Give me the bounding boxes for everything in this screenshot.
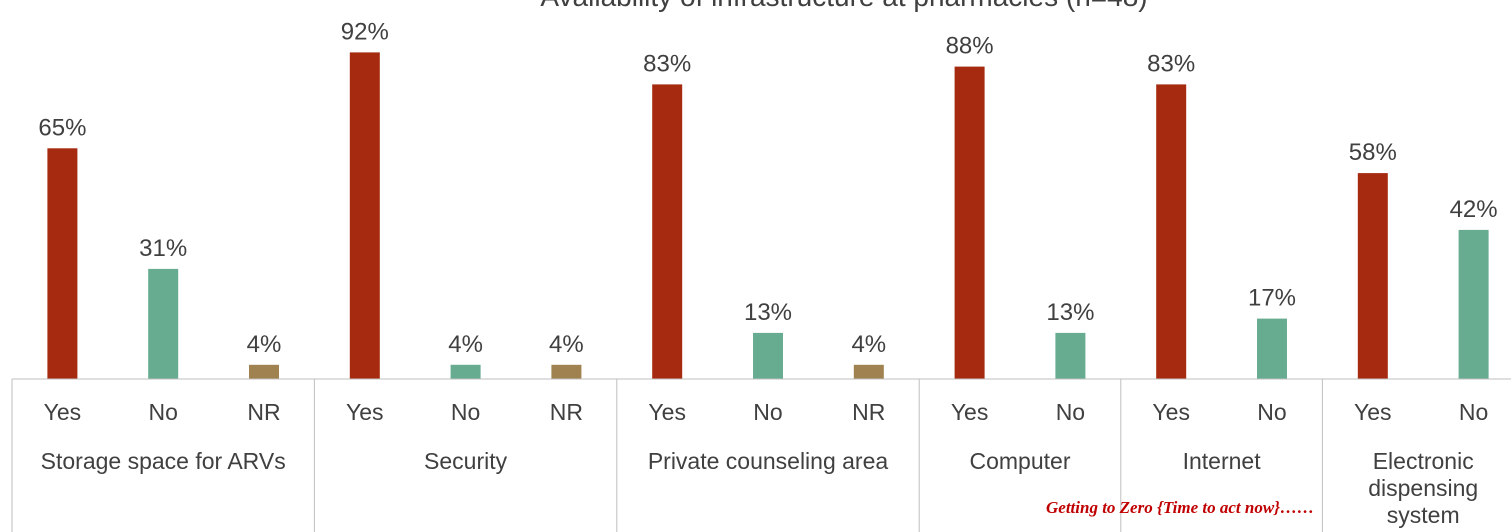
- category-axis: Yes No NR Storage space for ARVs Yes No NR Secu…: [11, 378, 1511, 532]
- data-label-computer-no: 13%: [1046, 299, 1094, 326]
- group-label-electronic-dispensing-system: Electronic dispensing system: [1368, 448, 1478, 528]
- data-label-storage-space-for-arvs-no: 31%: [139, 235, 187, 262]
- tick-label-internet-yes: Yes: [1152, 399, 1190, 425]
- data-label-internet-no: 17%: [1248, 285, 1296, 312]
- tick-label-security-nr: NR: [550, 399, 583, 425]
- bar-private-counseling-area-nr: [853, 364, 884, 379]
- group-label-storage-space-for-arvs: Storage space for ARVs: [41, 448, 286, 474]
- bar-internet-yes: [1156, 84, 1187, 380]
- bar-storage-space-for-arvs-no: [148, 268, 179, 379]
- tick-label-electronic-dispensing-system-yes: Yes: [1354, 399, 1392, 425]
- tick-label-security-no: No: [451, 399, 480, 425]
- data-label-electronic-dispensing-system-no: 42%: [1450, 196, 1498, 223]
- tick-label-security-yes: Yes: [346, 399, 384, 425]
- tick-label-computer-yes: Yes: [951, 399, 989, 425]
- group-label-private-counseling-area: Private counseling area: [648, 448, 889, 474]
- data-label-internet-yes: 83%: [1147, 50, 1195, 77]
- bar-internet-no: [1257, 318, 1287, 379]
- bar-storage-space-for-arvs-nr: [249, 364, 279, 379]
- watermark-text: Getting to Zero {Time to act now}……: [1046, 498, 1315, 517]
- data-label-security-nr: 4%: [549, 331, 584, 358]
- tick-label-electronic-dispensing-system-no: No: [1459, 399, 1488, 425]
- group-label-computer: Computer: [970, 448, 1071, 474]
- tick-label-computer-no: No: [1056, 399, 1085, 425]
- data-label-electronic-dispensing-system-yes: 58%: [1349, 139, 1397, 166]
- bar-private-counseling-area-no: [753, 332, 783, 379]
- data-label-private-counseling-area-no: 13%: [744, 299, 792, 326]
- bar-security-no: [450, 364, 481, 379]
- bar-computer-yes: [954, 66, 985, 379]
- tick-label-storage-space-for-arvs-nr: NR: [247, 399, 280, 425]
- bar-computer-no: [1055, 332, 1086, 379]
- data-label-private-counseling-area-nr: 4%: [851, 331, 886, 358]
- tick-label-private-counseling-area-nr: NR: [852, 399, 885, 425]
- data-label-private-counseling-area-yes: 83%: [643, 50, 691, 77]
- data-label-security-no: 4%: [448, 331, 483, 358]
- tick-label-storage-space-for-arvs-no: No: [148, 399, 177, 425]
- group-label-security: Security: [424, 448, 508, 474]
- bar-storage-space-for-arvs-yes: [47, 148, 78, 380]
- bar-electronic-dispensing-system-no: [1458, 229, 1489, 379]
- bar-security-nr: [551, 364, 582, 379]
- data-label-computer-yes: 88%: [946, 33, 994, 60]
- data-label-storage-space-for-arvs-yes: 65%: [38, 114, 86, 141]
- bar-electronic-dispensing-system-yes: [1357, 173, 1388, 379]
- tick-label-private-counseling-area-yes: Yes: [648, 399, 686, 425]
- bar-private-counseling-area-yes: [652, 84, 683, 380]
- tick-label-internet-no: No: [1257, 399, 1286, 425]
- data-label-storage-space-for-arvs-nr: 4%: [247, 331, 282, 358]
- bars-layer: 65% 31% 4% 92% 4% 4% 83% 13% 4% 88% 13% 83% 17% 58% 42…: [38, 18, 1498, 380]
- chart-title: Availability of infrastructure at pharma…: [540, 0, 1147, 12]
- group-label-internet: Internet: [1183, 448, 1262, 474]
- bar-security-yes: [349, 52, 380, 380]
- tick-label-storage-space-for-arvs-yes: Yes: [44, 399, 82, 425]
- tick-label-private-counseling-area-no: No: [753, 399, 782, 425]
- data-label-security-yes: 92%: [341, 18, 389, 45]
